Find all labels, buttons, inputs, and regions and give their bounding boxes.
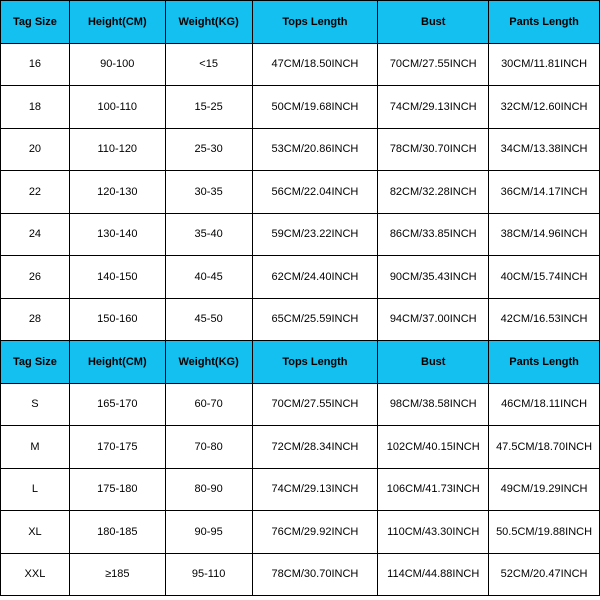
- table-cell: 16: [1, 43, 70, 86]
- column-header: Bust: [378, 1, 489, 44]
- table-cell: XL: [1, 511, 70, 554]
- table-row: 1690-100<1547CM/18.50INCH70CM/27.55INCH3…: [1, 43, 600, 86]
- table-cell: 72CM/28.34INCH: [252, 426, 378, 469]
- table-cell: 50CM/19.68INCH: [252, 86, 378, 129]
- table-cell: 90CM/35.43INCH: [378, 256, 489, 299]
- table-cell: 130-140: [69, 213, 165, 256]
- table-row: L175-18080-9074CM/29.13INCH106CM/41.73IN…: [1, 468, 600, 511]
- table-cell: 50.5CM/19.88INCH: [489, 511, 600, 554]
- table-cell: 175-180: [69, 468, 165, 511]
- table-cell: 90-95: [165, 511, 252, 554]
- table-cell: 49CM/19.29INCH: [489, 468, 600, 511]
- column-header: Height(CM): [69, 341, 165, 384]
- table-cell: 70-80: [165, 426, 252, 469]
- table-cell: S: [1, 383, 70, 426]
- table-row: 26140-15040-4562CM/24.40INCH90CM/35.43IN…: [1, 256, 600, 299]
- table-cell: 56CM/22.04INCH: [252, 171, 378, 214]
- table-cell: 95-110: [165, 553, 252, 596]
- table-cell: 74CM/29.13INCH: [252, 468, 378, 511]
- table-row: XXL≥18595-11078CM/30.70INCH114CM/44.88IN…: [1, 553, 600, 596]
- table-cell: 65CM/25.59INCH: [252, 298, 378, 341]
- table-cell: 46CM/18.11INCH: [489, 383, 600, 426]
- table-cell: 110-120: [69, 128, 165, 171]
- table-cell: 47CM/18.50INCH: [252, 43, 378, 86]
- table-cell: 70CM/27.55INCH: [378, 43, 489, 86]
- table-cell: 22: [1, 171, 70, 214]
- table-cell: 120-130: [69, 171, 165, 214]
- table-cell: 78CM/30.70INCH: [378, 128, 489, 171]
- table-row: 22120-13030-3556CM/22.04INCH82CM/32.28IN…: [1, 171, 600, 214]
- column-header: Pants Length: [489, 1, 600, 44]
- table-cell: 26: [1, 256, 70, 299]
- column-header: Tag Size: [1, 1, 70, 44]
- table-cell: 24: [1, 213, 70, 256]
- table-row: S165-17060-7070CM/27.55INCH98CM/38.58INC…: [1, 383, 600, 426]
- table-row: 28150-16045-5065CM/25.59INCH94CM/37.00IN…: [1, 298, 600, 341]
- table-row: XL180-18590-9576CM/29.92INCH110CM/43.30I…: [1, 511, 600, 554]
- table-cell: 90-100: [69, 43, 165, 86]
- table-cell: 106CM/41.73INCH: [378, 468, 489, 511]
- table-cell: 114CM/44.88INCH: [378, 553, 489, 596]
- table-cell: 110CM/43.30INCH: [378, 511, 489, 554]
- column-header: Tops Length: [252, 341, 378, 384]
- column-header: Pants Length: [489, 341, 600, 384]
- table-cell: 100-110: [69, 86, 165, 129]
- column-header: Tops Length: [252, 1, 378, 44]
- table-cell: 42CM/16.53INCH: [489, 298, 600, 341]
- table-cell: 53CM/20.86INCH: [252, 128, 378, 171]
- table-cell: 47.5CM/18.70INCH: [489, 426, 600, 469]
- column-header: Bust: [378, 341, 489, 384]
- table-cell: 30-35: [165, 171, 252, 214]
- table-cell: 62CM/24.40INCH: [252, 256, 378, 299]
- table-cell: 70CM/27.55INCH: [252, 383, 378, 426]
- table-cell: <15: [165, 43, 252, 86]
- table-row: 18100-11015-2550CM/19.68INCH74CM/29.13IN…: [1, 86, 600, 129]
- table-cell: 140-150: [69, 256, 165, 299]
- table-cell: 36CM/14.17INCH: [489, 171, 600, 214]
- table-cell: 59CM/23.22INCH: [252, 213, 378, 256]
- column-header: Weight(KG): [165, 1, 252, 44]
- table-cell: 32CM/12.60INCH: [489, 86, 600, 129]
- table-cell: 86CM/33.85INCH: [378, 213, 489, 256]
- table-cell: 98CM/38.58INCH: [378, 383, 489, 426]
- table-cell: 30CM/11.81INCH: [489, 43, 600, 86]
- table-row: 20110-12025-3053CM/20.86INCH78CM/30.70IN…: [1, 128, 600, 171]
- table-cell: 102CM/40.15INCH: [378, 426, 489, 469]
- table-cell: 180-185: [69, 511, 165, 554]
- table-cell: ≥185: [69, 553, 165, 596]
- size-chart-table: Tag SizeHeight(CM)Weight(KG)Tops LengthB…: [0, 0, 600, 596]
- table-cell: 94CM/37.00INCH: [378, 298, 489, 341]
- table-cell: 45-50: [165, 298, 252, 341]
- table-row: M170-17570-8072CM/28.34INCH102CM/40.15IN…: [1, 426, 600, 469]
- header-row: Tag SizeHeight(CM)Weight(KG)Tops LengthB…: [1, 1, 600, 44]
- table-cell: 40CM/15.74INCH: [489, 256, 600, 299]
- column-header: Tag Size: [1, 341, 70, 384]
- table-cell: 34CM/13.38INCH: [489, 128, 600, 171]
- table-cell: 18: [1, 86, 70, 129]
- column-header: Weight(KG): [165, 341, 252, 384]
- table-cell: 15-25: [165, 86, 252, 129]
- table-cell: L: [1, 468, 70, 511]
- table-cell: 80-90: [165, 468, 252, 511]
- table-cell: 74CM/29.13INCH: [378, 86, 489, 129]
- table-cell: 28: [1, 298, 70, 341]
- header-row: Tag SizeHeight(CM)Weight(KG)Tops LengthB…: [1, 341, 600, 384]
- table-cell: M: [1, 426, 70, 469]
- table-cell: 38CM/14.96INCH: [489, 213, 600, 256]
- table-cell: 25-30: [165, 128, 252, 171]
- table-cell: 170-175: [69, 426, 165, 469]
- table-cell: 40-45: [165, 256, 252, 299]
- table-row: 24130-14035-4059CM/23.22INCH86CM/33.85IN…: [1, 213, 600, 256]
- table-cell: 52CM/20.47INCH: [489, 553, 600, 596]
- table-cell: 35-40: [165, 213, 252, 256]
- table-cell: 60-70: [165, 383, 252, 426]
- table-cell: 150-160: [69, 298, 165, 341]
- table-cell: 165-170: [69, 383, 165, 426]
- table-cell: 76CM/29.92INCH: [252, 511, 378, 554]
- table-cell: 78CM/30.70INCH: [252, 553, 378, 596]
- column-header: Height(CM): [69, 1, 165, 44]
- table-cell: 20: [1, 128, 70, 171]
- table-cell: 82CM/32.28INCH: [378, 171, 489, 214]
- table-cell: XXL: [1, 553, 70, 596]
